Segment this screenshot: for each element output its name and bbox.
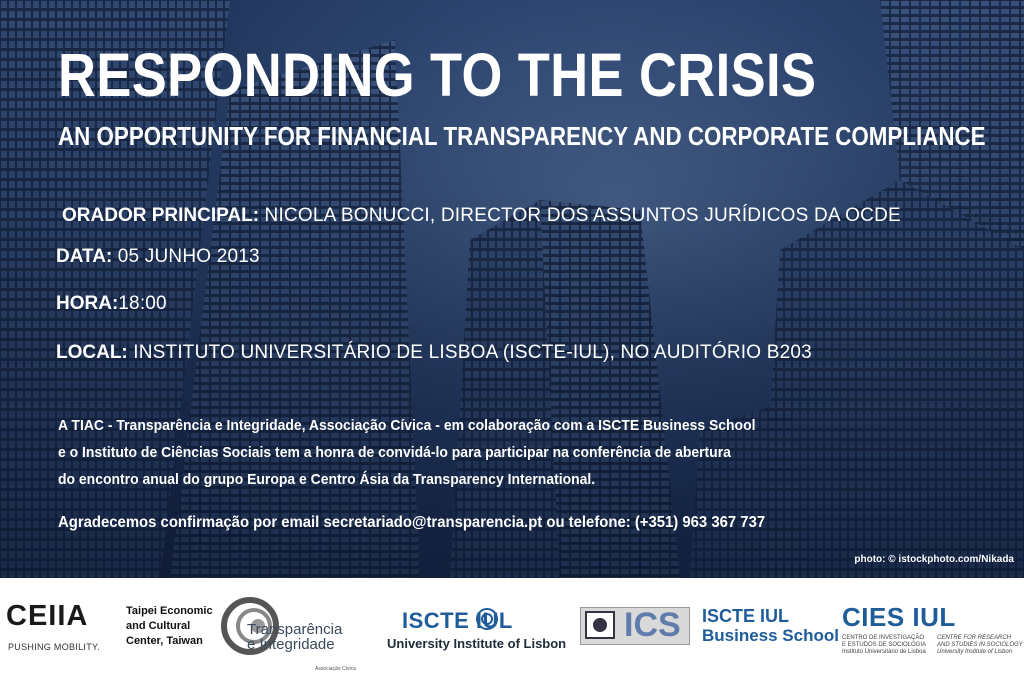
ceiia-logo: CEIIA [6, 600, 89, 632]
cies-pt-caption: CENTRO DE INVESTIGAÇÃO E ESTUDOS DE SOCI… [842, 635, 926, 656]
speaker-line: ORADOR PRINCIPAL: NICOLA BONUCCI, DIRECT… [62, 205, 901, 227]
taipei-line: and Cultural [126, 620, 191, 632]
cies-pt-line: Instituto Universitário de Lisboa [842, 649, 926, 655]
skyscraper-background [0, 0, 1024, 578]
time-label: HORA: [56, 293, 119, 314]
iscte-subtitle: University Institute of Lisbon [387, 636, 567, 651]
date-label: DATA: [56, 246, 113, 267]
taipei-center-logo: Taipei Economic and Cultural Center, Tai… [126, 604, 213, 649]
invitation-line: e o Instituto de Ciências Sociais tem a … [58, 444, 731, 461]
invitation-text: A TIAC - Transparência e Integridade, As… [58, 412, 755, 493]
rsvp-contact: Agradecemos confirmação por email secret… [58, 514, 766, 531]
invitation-line: do encontro anual do grupo Europa e Cent… [58, 471, 596, 488]
event-subtitle: AN OPPORTUNITY FOR FINANCIAL TRANSPARENC… [58, 121, 986, 151]
invitation-line: A TIAC - Transparência e Integridade, As… [58, 417, 756, 434]
ics-logo: ICS [624, 606, 681, 644]
date-value: 05 JUNHO 2013 [112, 246, 260, 267]
speaker-value: NICOLA BONUCCI, DIRECTOR DOS ASSUNTOS JU… [259, 205, 901, 226]
place-line: LOCAL: INSTITUTO UNIVERSITÁRIO DE LISBOA… [56, 342, 812, 364]
taipei-line: Taipei Economic [126, 605, 213, 617]
cies-en-caption: CENTRE FOR RESEARCH AND STUDIES IN SOCIO… [937, 635, 1023, 656]
time-value: 18:00 [118, 293, 167, 314]
transparencia-swirl-icon [221, 597, 279, 655]
event-poster: RESPONDING TO THE CRISIS AN OPPORTUNITY … [0, 0, 1024, 578]
cies-logo: CIES IUL [842, 602, 956, 632]
ti-association-label: Associação Cívica [315, 666, 356, 672]
event-title: RESPONDING TO THE CRISIS [58, 41, 817, 109]
date-line: DATA: 05 JUNHO 2013 [56, 246, 260, 268]
cies-en-line: AND STUDIES IN SOCIOLOGY [937, 642, 1023, 648]
cies-en-line: University Institute of Lisbon [937, 649, 1013, 655]
iscte-bs-subtitle: Business School [702, 626, 839, 645]
ti-line: e Integridade [247, 636, 335, 653]
ceiia-tagline: PUSHING MOBILITY. [8, 642, 100, 652]
ics-crest-icon [585, 611, 615, 639]
speaker-label: ORADOR PRINCIPAL: [62, 205, 260, 226]
transparencia-logo-text: Transparência e Integridade [247, 622, 342, 652]
cies-en-line: CENTRE FOR RESEARCH [937, 635, 1012, 641]
ti-line: Transparência [247, 621, 343, 638]
iscte-emblem-icon [476, 608, 498, 630]
taipei-line: Center, Taiwan [126, 635, 203, 647]
place-label: LOCAL: [56, 342, 128, 363]
sponsor-logos-bar: CEIIA PUSHING MOBILITY. Taipei Economic … [0, 578, 1024, 681]
place-value: INSTITUTO UNIVERSITÁRIO DE LISBOA (ISCTE… [127, 342, 812, 363]
photo-credit: photo: © istockphoto.com/Nikada [854, 554, 1014, 565]
cies-pt-line: CENTRO DE INVESTIGAÇÃO [842, 635, 925, 641]
iscte-bs-logo: ISCTE IUL [702, 606, 790, 626]
cies-pt-line: E ESTUDOS DE SOCIOLOGIA [842, 642, 927, 648]
time-line: HORA:18:00 [56, 293, 167, 315]
